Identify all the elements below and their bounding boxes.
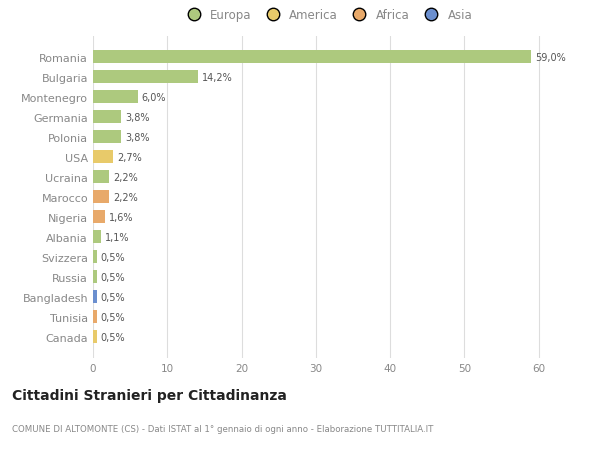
Bar [93, 51, 531, 64]
Text: 0,5%: 0,5% [100, 332, 125, 342]
Text: 0,5%: 0,5% [100, 252, 125, 262]
Bar [93, 271, 97, 284]
Text: 1,1%: 1,1% [105, 232, 130, 242]
Text: 1,6%: 1,6% [109, 213, 133, 222]
Text: 0,5%: 0,5% [100, 292, 125, 302]
Bar [93, 311, 97, 324]
Text: 0,5%: 0,5% [100, 272, 125, 282]
Text: 2,2%: 2,2% [113, 192, 138, 202]
Bar [93, 91, 137, 104]
Legend: Europa, America, Africa, Asia: Europa, America, Africa, Asia [179, 7, 475, 24]
Bar [93, 111, 121, 124]
Text: 3,8%: 3,8% [125, 133, 149, 143]
Bar [93, 231, 101, 244]
Bar [93, 131, 121, 144]
Bar [93, 330, 97, 343]
Text: 3,8%: 3,8% [125, 112, 149, 123]
Bar [93, 191, 109, 204]
Text: 2,2%: 2,2% [113, 173, 138, 182]
Bar [93, 71, 199, 84]
Text: Cittadini Stranieri per Cittadinanza: Cittadini Stranieri per Cittadinanza [12, 388, 287, 402]
Bar [93, 211, 105, 224]
Bar [93, 171, 109, 184]
Bar [93, 251, 97, 263]
Text: 14,2%: 14,2% [202, 73, 233, 83]
Text: 2,7%: 2,7% [117, 152, 142, 162]
Bar [93, 291, 97, 303]
Text: COMUNE DI ALTOMONTE (CS) - Dati ISTAT al 1° gennaio di ogni anno - Elaborazione : COMUNE DI ALTOMONTE (CS) - Dati ISTAT al… [12, 425, 433, 434]
Text: 59,0%: 59,0% [535, 53, 566, 63]
Bar [93, 151, 113, 164]
Text: 0,5%: 0,5% [100, 312, 125, 322]
Text: 6,0%: 6,0% [141, 93, 166, 103]
